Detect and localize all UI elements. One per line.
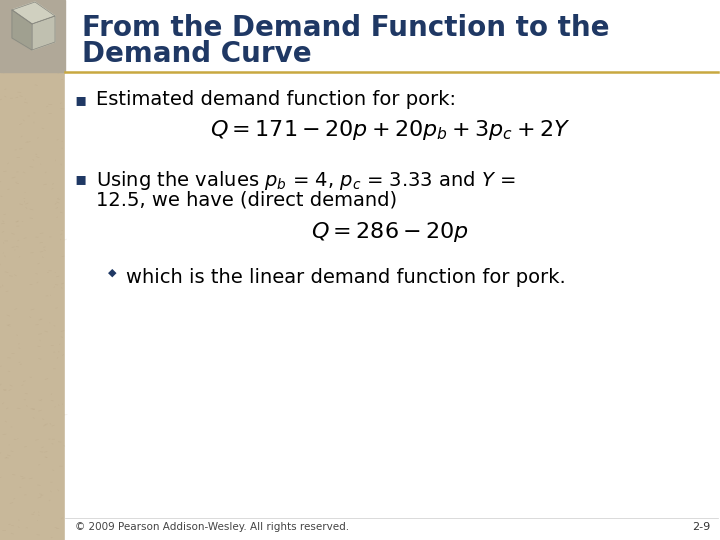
Text: © 2009 Pearson Addison-Wesley. All rights reserved.: © 2009 Pearson Addison-Wesley. All right… — [75, 522, 349, 532]
Text: From the Demand Function to the: From the Demand Function to the — [82, 14, 610, 42]
Text: ◆: ◆ — [108, 268, 117, 278]
Bar — [0, 0, 65, 540]
Text: Using the values $p_b$ = 4, $p_c$ = 3.33 and $Y$ =: Using the values $p_b$ = 4, $p_c$ = 3.33… — [96, 169, 516, 192]
Text: 2-9: 2-9 — [692, 522, 710, 532]
Polygon shape — [32, 16, 55, 50]
Text: Demand Curve: Demand Curve — [82, 40, 312, 68]
Text: $Q = 171-20p + 20p_b + 3p_c + 2Y$: $Q = 171-20p + 20p_b + 3p_c + 2Y$ — [210, 118, 570, 142]
Text: ▪: ▪ — [74, 91, 86, 109]
Text: $Q = 286-20p$: $Q = 286-20p$ — [311, 220, 469, 244]
Text: Estimated demand function for pork:: Estimated demand function for pork: — [96, 90, 456, 109]
Polygon shape — [12, 2, 55, 24]
Text: which is the linear demand function for pork.: which is the linear demand function for … — [126, 268, 566, 287]
Text: ▪: ▪ — [74, 170, 86, 188]
Polygon shape — [12, 10, 32, 50]
Bar — [0, 0, 65, 72]
Text: 12.5, we have (direct demand): 12.5, we have (direct demand) — [96, 191, 397, 210]
